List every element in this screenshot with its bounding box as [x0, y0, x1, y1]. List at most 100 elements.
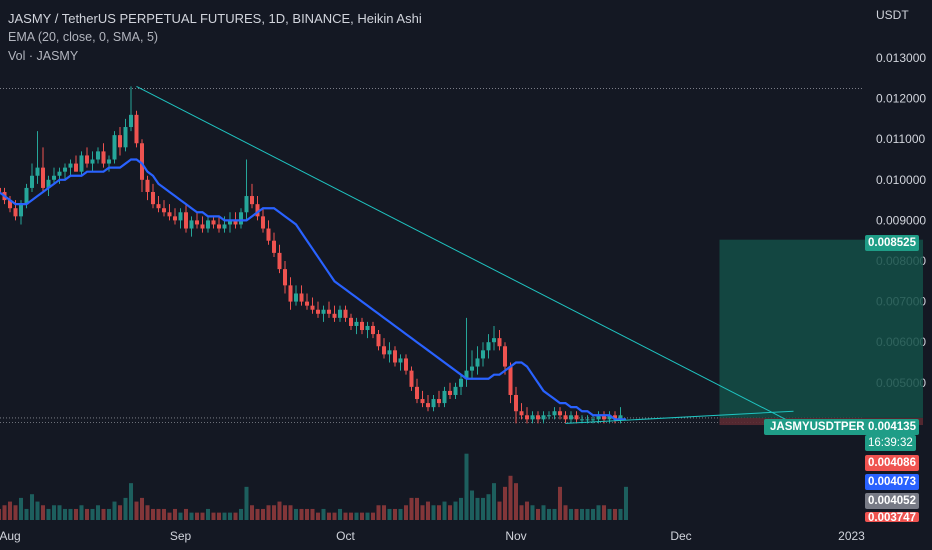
- candle-body: [211, 220, 216, 225]
- volume-bar: [448, 505, 452, 520]
- volume-bar: [459, 497, 463, 520]
- target-zone: [719, 239, 923, 418]
- candle-body: [101, 151, 106, 164]
- volume-bar: [569, 508, 573, 520]
- candle-body: [107, 159, 111, 164]
- candle-body: [294, 293, 298, 302]
- candle-body: [338, 309, 342, 318]
- volume-bar: [393, 508, 397, 520]
- trendline-descending-resistance: [136, 85, 794, 424]
- chart-legend: JASMY / TetherUS PERPETUAL FUTURES, 1D, …: [8, 9, 422, 66]
- candle-body: [365, 325, 370, 331]
- volume-bar: [261, 508, 265, 520]
- candle-body: [118, 135, 122, 148]
- volume-bar: [360, 512, 364, 520]
- volume-bar: [481, 497, 485, 520]
- volume-bar: [602, 505, 606, 520]
- volume-bar: [0, 508, 1, 520]
- volume-bar: [437, 505, 441, 520]
- candle-body: [266, 228, 271, 241]
- candle-body: [552, 411, 557, 416]
- candle-body: [360, 321, 364, 331]
- candle-body: [63, 167, 67, 172]
- volume-bar: [585, 508, 590, 520]
- volume-bar: [173, 508, 177, 520]
- candle-body: [376, 334, 381, 347]
- volume-bar: [415, 497, 419, 520]
- candle-body: [404, 358, 408, 371]
- volume-bar: [343, 512, 348, 520]
- volume-bar: [497, 501, 502, 520]
- volume-bar: [167, 512, 172, 520]
- volume-bar: [145, 505, 150, 520]
- volume-bar: [613, 508, 617, 520]
- candle-body: [343, 309, 348, 318]
- volume-bar: [426, 501, 430, 520]
- y-tick-label: 0.011000: [876, 132, 925, 146]
- candle-body: [426, 403, 430, 408]
- volume-bar: [558, 486, 562, 520]
- candle-body: [448, 390, 452, 395]
- volume-bar: [420, 505, 425, 520]
- candle-body: [255, 204, 260, 217]
- candle-body: [283, 269, 287, 286]
- candle-body: [327, 309, 331, 314]
- volume-bar: [151, 508, 155, 520]
- candle-body: [140, 143, 144, 180]
- volume-bar: [530, 505, 535, 520]
- legend-volume[interactable]: Vol · JASMY: [8, 49, 79, 63]
- candle-body: [79, 155, 84, 172]
- candle-body: [459, 378, 463, 387]
- candle-body: [156, 204, 161, 209]
- candle-body: [195, 220, 199, 225]
- candle-body: [35, 167, 40, 176]
- volume-bar: [492, 483, 496, 520]
- candle-body: [0, 187, 1, 192]
- volume-bar: [13, 505, 18, 520]
- candle-body: [13, 208, 18, 217]
- candle-body: [134, 114, 139, 144]
- candle-body: [596, 415, 601, 420]
- volume-bar: [404, 505, 408, 520]
- ema-line: [0, 158, 626, 421]
- volume-bar: [107, 508, 111, 520]
- volume-bar: [453, 501, 458, 520]
- volume-bar: [195, 512, 199, 520]
- volume-bar: [299, 508, 304, 520]
- candle-body: [222, 224, 227, 229]
- y-tick-label: 0.013000: [876, 51, 926, 65]
- volume-bar: [486, 494, 491, 520]
- candle-body: [371, 325, 375, 335]
- candle-body: [332, 313, 337, 318]
- volume-bar: [563, 505, 568, 520]
- volume-bar: [244, 486, 249, 520]
- candle-body: [464, 370, 469, 379]
- volume-bar: [387, 508, 392, 520]
- candle-body: [68, 163, 73, 168]
- candle-body: [393, 350, 397, 363]
- legend-ema[interactable]: EMA (20, close, 0, SMA, 5): [8, 30, 159, 44]
- candle-body: [46, 179, 51, 188]
- candle-body: [437, 399, 441, 404]
- candle-body: [613, 415, 617, 420]
- volume-bar: [228, 512, 232, 520]
- candle-body: [508, 366, 513, 395]
- legend-title[interactable]: JASMY / TetherUS PERPETUAL FUTURES, 1D, …: [8, 11, 422, 26]
- volume-bar: [349, 512, 353, 520]
- volume-bar: [618, 508, 623, 520]
- candle-body: [310, 305, 315, 310]
- volume-bar: [624, 486, 628, 520]
- candle-body: [90, 159, 95, 164]
- volume-bar: [305, 508, 309, 520]
- candle-body: [272, 240, 276, 253]
- volume-bar: [90, 508, 95, 520]
- candle-body: [431, 399, 436, 408]
- candle-body: [387, 350, 392, 355]
- candle-body: [602, 415, 606, 420]
- volume-bar: [184, 508, 188, 520]
- volume-bar: [46, 508, 51, 520]
- candle-body: [85, 155, 89, 164]
- candle-body: [420, 399, 425, 404]
- candle-body: [541, 415, 546, 420]
